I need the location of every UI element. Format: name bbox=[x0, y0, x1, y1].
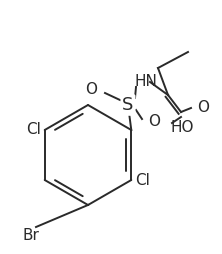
Text: Br: Br bbox=[22, 228, 39, 243]
Text: Cl: Cl bbox=[26, 122, 41, 137]
Text: HO: HO bbox=[170, 120, 194, 135]
Text: O: O bbox=[197, 101, 209, 116]
Text: Cl: Cl bbox=[135, 172, 150, 187]
Text: S: S bbox=[122, 96, 134, 114]
Text: O: O bbox=[85, 83, 97, 98]
Text: O: O bbox=[148, 115, 160, 130]
Text: HN: HN bbox=[134, 74, 157, 89]
